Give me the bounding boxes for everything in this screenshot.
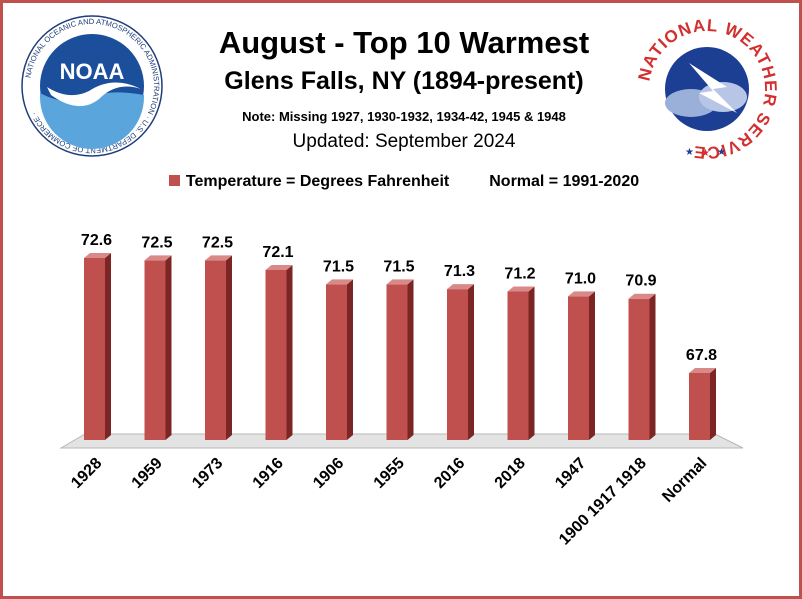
svg-text:★: ★ xyxy=(701,148,710,159)
value-label: 71.0 xyxy=(565,270,596,287)
bar-2018 xyxy=(507,286,535,440)
value-label: 72.5 xyxy=(141,234,172,251)
noaa-logo-text: NOAA xyxy=(60,59,125,84)
legend-series-label: Temperature = Degrees Fahrenheit xyxy=(185,173,450,190)
value-label: 71.5 xyxy=(323,258,354,275)
category-label: 1906 xyxy=(310,455,347,492)
category-label: 1973 xyxy=(189,455,226,492)
chart-title: August - Top 10 Warmest xyxy=(218,25,590,60)
chart-subtitle: Glens Falls, NY (1894-present) xyxy=(224,67,584,95)
category-label: 2016 xyxy=(431,455,468,492)
chart-note: Note: Missing 1927, 1930-1932, 1934-42, … xyxy=(242,109,566,124)
category-label: 2018 xyxy=(492,455,529,492)
svg-text:★: ★ xyxy=(685,147,694,158)
category-label: 1959 xyxy=(129,455,166,492)
bar-1900-1917-1918 xyxy=(628,293,656,440)
bar-1959 xyxy=(144,255,172,440)
updated-text: Updated: September 2024 xyxy=(292,131,516,152)
bar-1928 xyxy=(84,253,111,440)
bar-1916 xyxy=(265,264,293,440)
category-label: 1947 xyxy=(552,455,589,492)
category-label: 1955 xyxy=(371,455,408,492)
legend: Temperature = Degrees Fahrenheit Normal =… xyxy=(3,173,802,191)
value-label: 71.5 xyxy=(383,258,414,275)
legend-swatch xyxy=(168,175,180,186)
legend-normal-label: Normal = 1991-2020 xyxy=(489,173,640,190)
noaa-logo: NATIONAL OCEANIC AND ATMOSPHERIC ADMINIS… xyxy=(21,15,163,157)
bar-1973 xyxy=(205,255,232,440)
category-label: 1916 xyxy=(250,455,287,492)
svg-text:★: ★ xyxy=(717,147,726,158)
value-label: 72.6 xyxy=(81,232,112,249)
bar-normal xyxy=(689,367,716,440)
category-label: 1928 xyxy=(68,455,105,492)
bar-1906 xyxy=(326,279,353,440)
bar-chart: 72.6 72.5 72.5 72.1 71.5 71.5 71.3 71.2 71.0 70.9… xyxy=(59,232,744,549)
value-label: 72.5 xyxy=(202,234,233,251)
value-label: 71.2 xyxy=(504,266,535,283)
bar-1947 xyxy=(568,291,595,440)
value-label: 72.1 xyxy=(262,244,293,261)
value-label: 67.8 xyxy=(686,347,717,364)
value-label: 70.9 xyxy=(625,273,656,290)
bar-1955 xyxy=(386,279,414,440)
value-label: 71.3 xyxy=(444,263,475,280)
bar-2016 xyxy=(447,284,474,440)
category-label: Normal xyxy=(659,455,710,506)
nws-logo: NATIONAL WEATHER SERVICE ★ ★ ★ xyxy=(635,16,779,159)
